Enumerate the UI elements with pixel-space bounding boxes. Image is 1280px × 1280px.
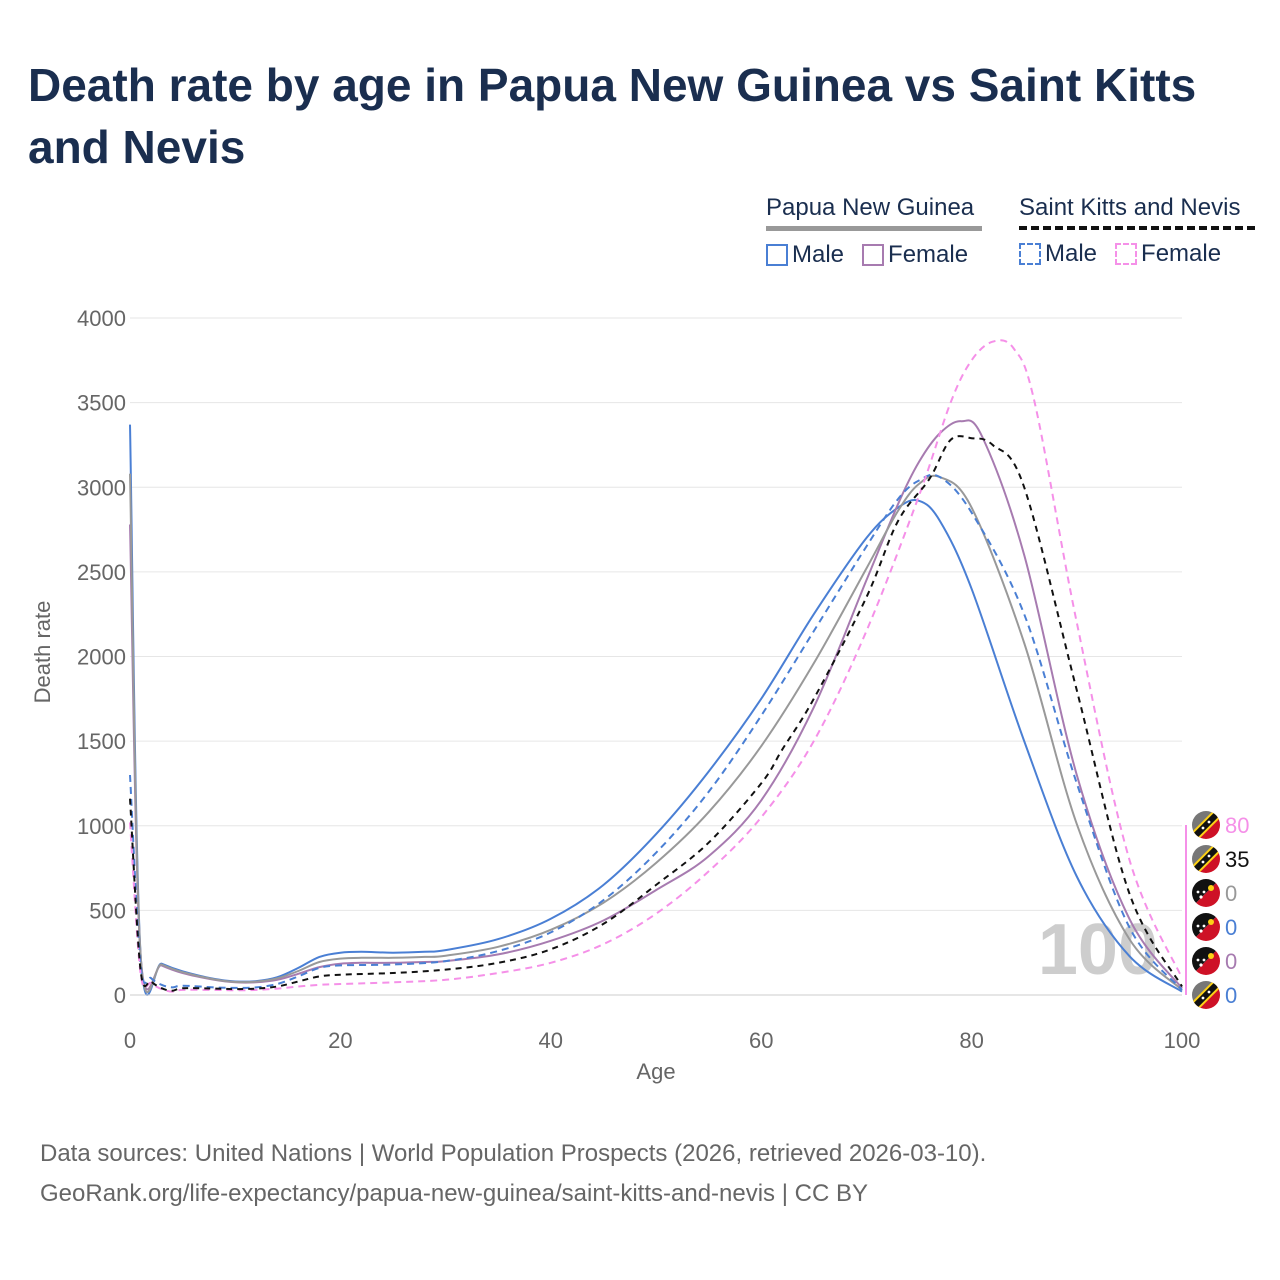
end-label-value: 0 (1225, 949, 1237, 974)
end-label-5: 0 (1192, 947, 1237, 975)
x-tick-label: 60 (749, 1028, 773, 1053)
end-label-3: 0 (1192, 879, 1237, 907)
y-tick-label: 1000 (77, 814, 126, 839)
x-tick-label: 0 (124, 1028, 136, 1053)
end-label-value: 0 (1225, 983, 1237, 1008)
y-tick-label: 500 (89, 898, 126, 923)
legend-group-title: Papua New Guinea (766, 194, 975, 221)
legend-swatch (862, 244, 885, 266)
end-label-2: 35 (1192, 845, 1249, 873)
legend-label: Male (792, 241, 845, 268)
x-tick-label: 100 (1164, 1028, 1201, 1053)
legend-item-png-female[interactable]: Female (862, 241, 968, 269)
y-axis-ticks: 0 500 1000 1500 2000 2500 3000 3500 4000 (77, 306, 126, 1008)
end-label-value: 0 (1225, 915, 1237, 940)
y-axis-label: Death rate (30, 601, 55, 704)
series-line-4 (129, 473, 1183, 991)
legend-swatch (1115, 243, 1138, 265)
series-line-6 (129, 435, 1183, 992)
y-tick-label: 0 (114, 983, 126, 1008)
series-line-2 (129, 419, 1183, 991)
x-axis-label: Age (636, 1059, 675, 1084)
end-label-1: 80 (1192, 811, 1249, 839)
flag-icon (1192, 947, 1220, 975)
legend-rule-dashed (1019, 226, 1255, 230)
footer-sources: Data sources: United Nations | World Pop… (40, 1140, 987, 1167)
y-tick-label: 4000 (77, 306, 126, 331)
y-tick-label: 3000 (77, 475, 126, 500)
flag-icon (1192, 913, 1220, 941)
gridlines (130, 317, 1182, 996)
legend-rule-solid (766, 226, 982, 231)
end-label-value: 35 (1225, 847, 1249, 872)
series-line-1 (129, 424, 1183, 996)
series-line-3 (129, 473, 1183, 994)
footer-link[interactable]: GeoRank.org/life-expectancy/papua-new-gu… (40, 1180, 868, 1207)
end-labels: 80 35 0 0 0 0 (1185, 811, 1249, 1009)
legend-label: Female (888, 241, 969, 268)
flag-icon (1192, 981, 1220, 1009)
legend-saint-kitts-and-nevis[interactable]: Saint Kitts and Nevis Male Female (1019, 194, 1255, 268)
legend-item-skn-male[interactable]: Male (1019, 240, 1097, 268)
legend-item-png-male[interactable]: Male (766, 241, 844, 269)
flag-icon (1192, 811, 1220, 839)
y-tick-label: 2000 (77, 645, 126, 670)
legend-swatch (1019, 243, 1041, 265)
x-axis-ticks: 0 20 40 60 80 100 (124, 1028, 1200, 1053)
x-tick-label: 40 (539, 1028, 563, 1053)
end-label-6: 0 (1192, 981, 1237, 1009)
flag-icon (1192, 879, 1220, 907)
legend-label: Male (1045, 240, 1098, 267)
legend-swatch (766, 244, 788, 266)
x-tick-label: 20 (328, 1028, 352, 1053)
x-tick-label: 80 (959, 1028, 983, 1053)
chart-title: Death rate by age in Papua New Guinea vs… (28, 59, 1197, 173)
flag-icon (1192, 845, 1220, 873)
end-label-value: 0 (1225, 881, 1237, 906)
legend-label: Female (1141, 240, 1222, 267)
end-label-value: 80 (1225, 813, 1249, 838)
legend-papua-new-guinea[interactable]: Papua New Guinea Male Female (766, 194, 982, 269)
series-line-5 (129, 339, 1183, 993)
legend-item-skn-female[interactable]: Female (1115, 240, 1221, 268)
y-tick-label: 1500 (77, 729, 126, 754)
legend-group-title: Saint Kitts and Nevis (1019, 194, 1241, 221)
series-lines (129, 339, 1183, 996)
age-watermark: 100 (1038, 910, 1158, 990)
y-tick-label: 2500 (77, 560, 126, 585)
y-tick-label: 3500 (77, 391, 126, 416)
end-label-4: 0 (1192, 913, 1237, 941)
